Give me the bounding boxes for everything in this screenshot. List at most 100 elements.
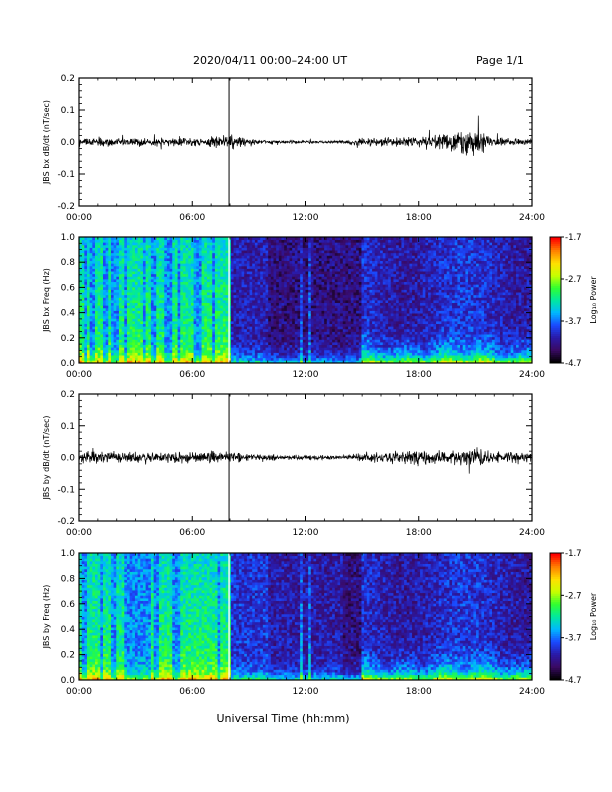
spectrogram-cell xyxy=(244,244,248,248)
spectrogram-cell xyxy=(260,328,264,332)
spectrogram-cell xyxy=(148,349,152,353)
spectrogram-cell xyxy=(206,313,210,317)
spectrogram-cell xyxy=(230,331,234,335)
spectrogram-cell xyxy=(289,279,293,283)
spectrogram-cell xyxy=(172,250,176,254)
spectrogram-cell xyxy=(79,244,83,248)
spectrogram-cell xyxy=(150,252,155,256)
spectrogram-cell xyxy=(188,276,192,280)
spectrogram-cell xyxy=(249,331,253,335)
spectrogram-cell xyxy=(305,302,309,306)
spectrogram-cell xyxy=(148,328,152,332)
spectrogram-cell xyxy=(204,289,208,293)
spectrogram-cell xyxy=(270,336,274,340)
spectrogram-cell xyxy=(206,357,210,361)
spectrogram-cell xyxy=(113,305,117,309)
spectrogram-cell xyxy=(185,281,189,285)
spectrogram-cell xyxy=(142,297,147,301)
spectrogram-cell xyxy=(180,273,184,277)
spectrogram-cell xyxy=(132,313,136,317)
spectrogram-cell xyxy=(326,237,330,241)
spectrogram-cell xyxy=(324,300,328,304)
spectrogram-cell xyxy=(257,339,261,343)
spectrogram-cell xyxy=(241,331,245,335)
spectrogram-cell xyxy=(294,276,298,280)
spectrogram-cell xyxy=(265,242,269,246)
spectrogram-cell xyxy=(137,318,141,322)
spectrogram-cell xyxy=(142,336,147,340)
spectrogram-cell xyxy=(241,237,245,241)
spectrogram-cell xyxy=(345,242,349,246)
spectrogram-cell xyxy=(190,310,194,314)
spectrogram-cell xyxy=(118,271,123,275)
spectrogram-cell xyxy=(225,360,229,364)
spectrogram-cell xyxy=(289,355,293,359)
spectrogram-cell xyxy=(345,342,349,346)
spectrogram-cell xyxy=(246,260,250,264)
spectrogram-cell xyxy=(182,302,186,306)
spectrogram-cell xyxy=(150,263,155,267)
spectrogram-cell xyxy=(257,310,261,314)
spectrogram-cell xyxy=(118,302,123,306)
spectrogram-cell xyxy=(161,237,165,241)
spectrogram-cell xyxy=(281,265,285,269)
spectrogram-cell xyxy=(292,255,296,259)
spectrogram-cell xyxy=(172,273,176,277)
spectrogram-cell xyxy=(150,336,155,340)
spectrogram-cell xyxy=(329,302,333,306)
spectrogram-cell xyxy=(316,244,320,248)
spectrogram-cell xyxy=(326,355,330,359)
spectrogram-cell xyxy=(92,276,96,280)
spectrogram-cell xyxy=(174,334,178,338)
spectrogram-cell xyxy=(132,349,136,353)
spectrogram-cell xyxy=(257,302,261,306)
spectrogram-cell xyxy=(108,273,112,277)
spectrogram-cell xyxy=(212,284,216,288)
y-tick-label: 0.2 xyxy=(61,74,75,84)
spectrogram-cell xyxy=(161,326,165,330)
spectrogram-cell xyxy=(233,244,237,248)
spectrogram-cell xyxy=(236,321,240,325)
spectrogram-cell xyxy=(318,294,322,298)
spectrogram-cell xyxy=(132,265,136,269)
spectrogram-cell xyxy=(233,352,237,356)
spectrogram-cell xyxy=(180,360,184,364)
spectrogram-cell xyxy=(94,276,99,280)
spectrogram-cell xyxy=(84,279,88,283)
spectrogram-cell xyxy=(300,294,304,298)
spectrogram-cell xyxy=(81,326,85,330)
spectrogram-cell xyxy=(172,237,176,241)
spectrogram-cell xyxy=(262,334,266,338)
spectrogram-cell xyxy=(236,237,240,241)
spectrogram-cell xyxy=(164,352,168,356)
spectrogram-cell xyxy=(337,352,341,356)
spectrogram-cell xyxy=(244,286,248,290)
spectrogram-cell xyxy=(289,323,293,327)
spectrogram-cell xyxy=(185,300,189,304)
spectrogram-cell xyxy=(132,310,136,314)
spectrogram-cell xyxy=(97,344,101,348)
spectrogram-cell xyxy=(92,294,96,298)
spectrogram-cell xyxy=(188,263,192,267)
spectrogram-cell xyxy=(164,252,168,256)
spectrogram-cell xyxy=(244,321,248,325)
spectrogram-cell xyxy=(148,255,152,259)
spectrogram-cell xyxy=(321,252,325,256)
spectrogram-cell xyxy=(262,326,266,330)
spectrogram-cell xyxy=(94,342,99,346)
spectrogram-cell xyxy=(281,318,285,322)
spectrogram-cell xyxy=(185,258,189,262)
spectrogram-cell xyxy=(108,360,112,364)
spectrogram-cell xyxy=(297,313,301,317)
spectrogram-cell xyxy=(249,242,253,246)
spectrogram-cell xyxy=(100,302,104,306)
spectrogram-cell xyxy=(129,352,133,356)
spectrogram-cell xyxy=(86,334,91,338)
spectrogram-cell xyxy=(164,331,168,335)
spectrogram-cell xyxy=(225,239,229,243)
spectrogram-cell xyxy=(105,242,109,246)
spectrogram-cell xyxy=(132,318,136,322)
spectrogram-cell xyxy=(129,357,133,361)
spectrogram-cell xyxy=(348,284,352,288)
spectrogram-cell xyxy=(201,250,205,254)
